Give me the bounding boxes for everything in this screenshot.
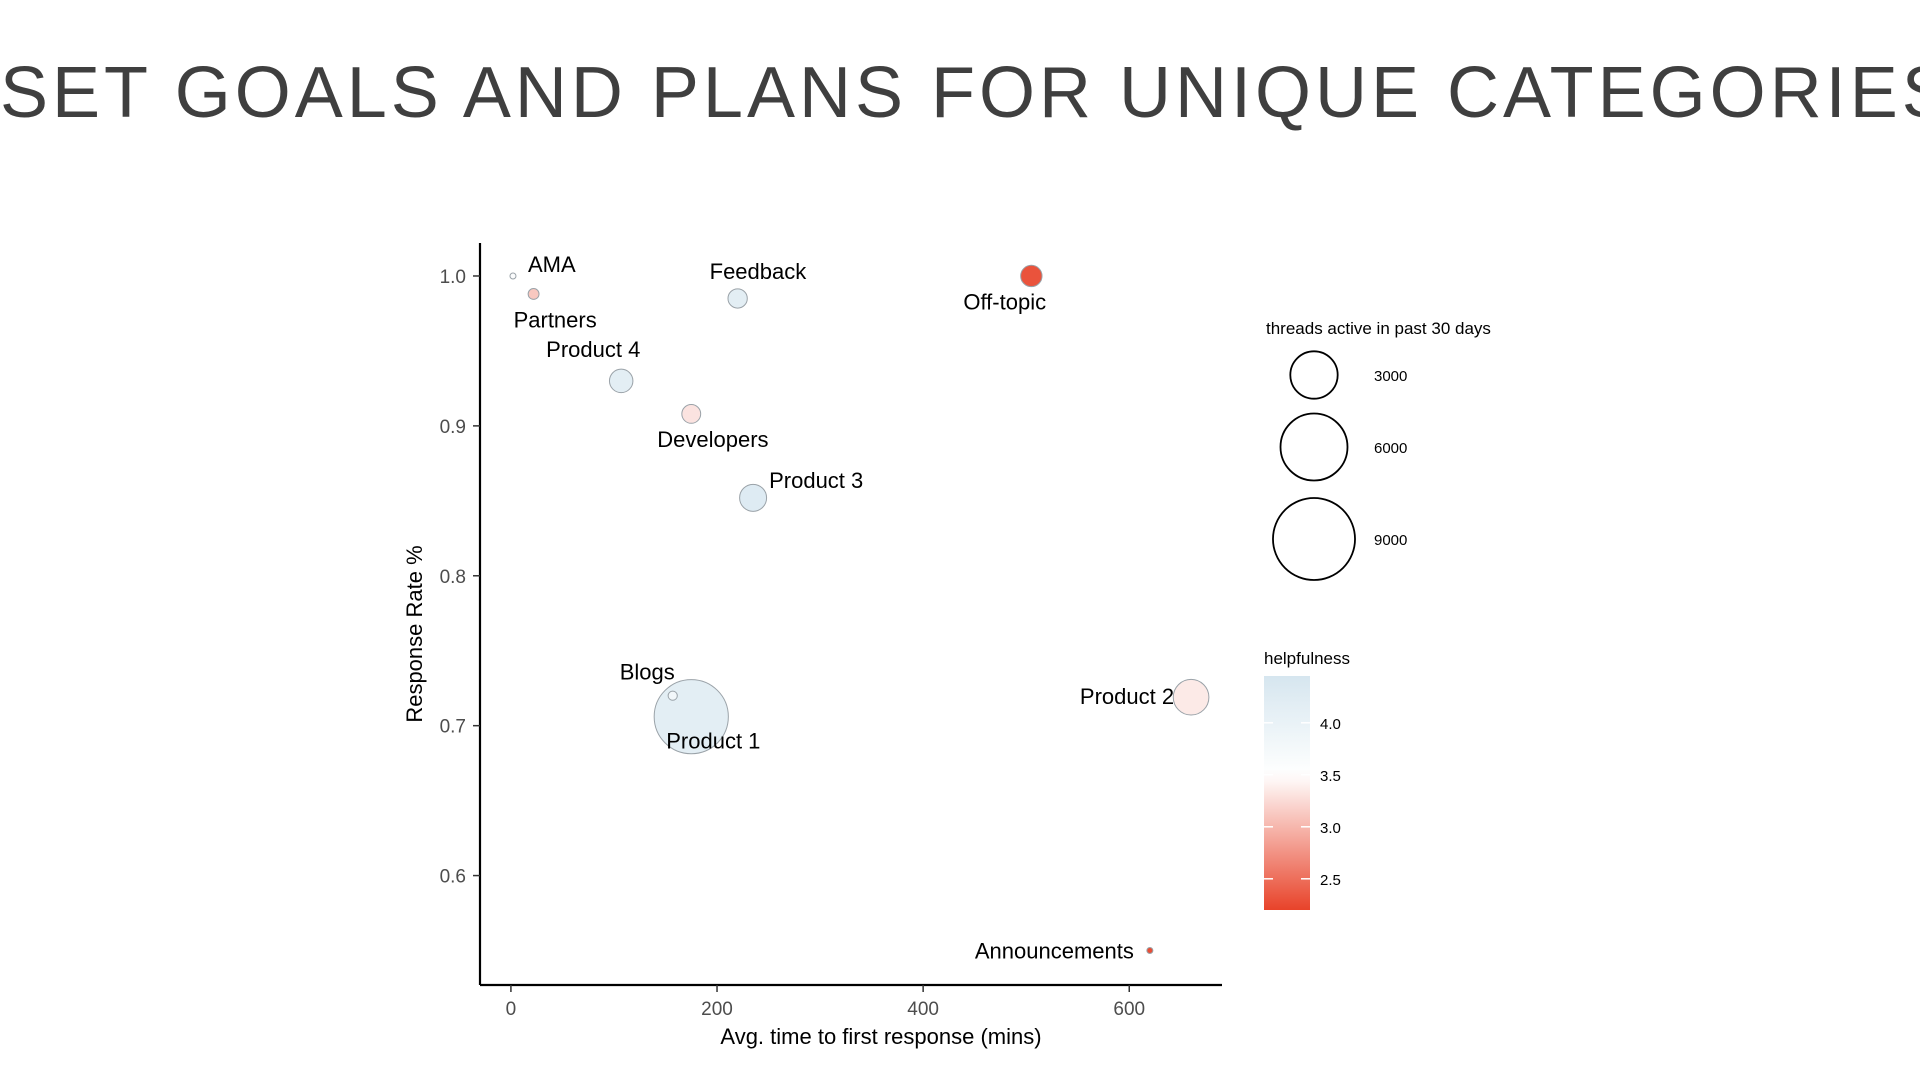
point-label: Product 1 [666, 729, 760, 754]
size-legend-label: 3000 [1374, 368, 1407, 385]
slide-title: SET GOALS AND PLANS FOR UNIQUE CATEGORIE… [0, 53, 1920, 133]
size-legend-circle [1272, 497, 1356, 581]
y-axis-title: Response Rate % [402, 545, 427, 722]
x-axis-title: Avg. time to first response (mins) [720, 1024, 1041, 1049]
bubble-product-4 [608, 368, 634, 394]
size-legend-label: 9000 [1374, 532, 1407, 549]
bubble-feedback [727, 288, 748, 309]
point-label: Product 3 [769, 468, 863, 493]
color-legend-label: 4.0 [1320, 716, 1341, 733]
color-legend-label: 2.5 [1320, 872, 1341, 889]
y-tick-label: 0.6 [440, 867, 466, 888]
point-label: Developers [657, 427, 768, 452]
point-label: Feedback [710, 259, 808, 284]
bubble-announcements [1146, 947, 1154, 955]
color-legend-label: 3.5 [1320, 768, 1341, 785]
bubble-ama [509, 272, 517, 280]
bubble-partners [527, 288, 540, 300]
x-tick-label: 600 [1113, 999, 1145, 1020]
point-label: Off-topic [963, 290, 1046, 315]
point-label: Partners [514, 307, 597, 332]
x-tick-label: 200 [701, 999, 733, 1020]
size-legend-circle [1289, 350, 1339, 400]
bubble-product-2 [1172, 678, 1210, 716]
x-tick-label: 0 [506, 999, 517, 1020]
color-legend-title: helpfulness [1264, 649, 1350, 668]
x-tick-label: 400 [907, 999, 939, 1020]
size-legend-label: 6000 [1374, 440, 1407, 457]
size-legend-title: threads active in past 30 days [1266, 319, 1491, 338]
bubble-blogs [667, 690, 678, 701]
bubble-off-topic [1020, 264, 1043, 288]
y-tick-label: 0.9 [440, 417, 466, 438]
y-tick-label: 0.7 [440, 717, 466, 738]
color-legend-bar [1264, 676, 1310, 910]
bubble-product-3 [739, 483, 768, 512]
point-label: AMA [528, 252, 576, 277]
point-label: Product 4 [546, 337, 640, 362]
size-legend-circle [1279, 412, 1349, 482]
point-label: Blogs [620, 660, 675, 685]
point-label: Announcements [975, 939, 1134, 964]
bubble-developers [681, 403, 702, 424]
point-label: Product 2 [1080, 684, 1174, 709]
y-tick-label: 0.8 [440, 567, 466, 588]
color-legend-label: 3.0 [1320, 820, 1341, 837]
y-tick-label: 1.0 [440, 267, 466, 288]
